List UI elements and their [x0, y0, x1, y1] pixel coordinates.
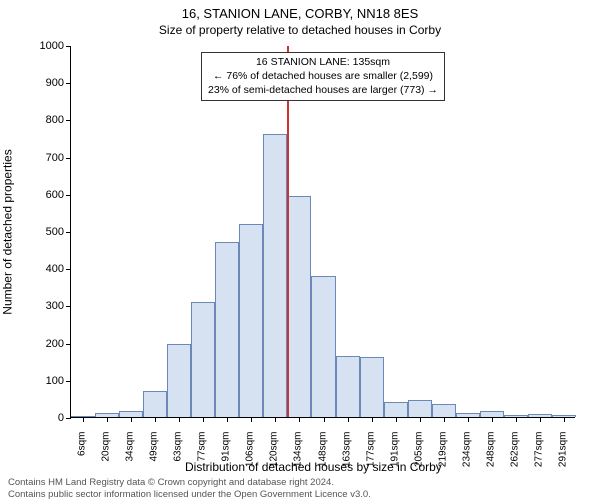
y-tick — [66, 269, 71, 270]
y-tick-label: 1000 — [40, 40, 64, 52]
x-tick-label: 148sqm — [317, 432, 328, 472]
y-tick-label: 400 — [46, 263, 64, 275]
y-tick — [66, 83, 71, 84]
x-tick — [251, 417, 252, 422]
y-tick — [66, 418, 71, 419]
x-tick — [516, 417, 517, 422]
y-tick-label: 700 — [46, 152, 64, 164]
y-tick-label: 300 — [46, 300, 64, 312]
x-tick — [203, 417, 204, 422]
y-tick — [66, 120, 71, 121]
x-tick — [324, 417, 325, 422]
chart-container: 16, STANION LANE, CORBY, NN18 8ES Size o… — [0, 0, 600, 500]
plot-area: 16 STANION LANE: 135sqm ← 76% of detache… — [70, 46, 575, 418]
x-tick-label: 163sqm — [341, 432, 352, 472]
bar — [215, 242, 239, 417]
x-tick-label: 6sqm — [77, 432, 88, 472]
x-tick — [396, 417, 397, 422]
x-tick-label: 49sqm — [149, 432, 160, 472]
x-tick-label: 262sqm — [509, 432, 520, 472]
bar — [311, 276, 335, 417]
y-tick — [66, 306, 71, 307]
x-tick — [299, 417, 300, 422]
x-tick-label: 191sqm — [389, 432, 400, 472]
chart-title: 16, STANION LANE, CORBY, NN18 8ES — [0, 0, 600, 21]
x-tick-label: 63sqm — [173, 432, 184, 472]
chart-subtitle: Size of property relative to detached ho… — [0, 21, 600, 41]
y-tick-label: 900 — [46, 77, 64, 89]
y-tick-label: 100 — [46, 375, 64, 387]
y-tick-label: 800 — [46, 114, 64, 126]
x-tick — [107, 417, 108, 422]
x-tick-label: 277sqm — [533, 432, 544, 472]
y-axis-label: Number of detached properties — [1, 149, 15, 314]
annotation-line-1: 16 STANION LANE: 135sqm — [208, 55, 438, 69]
y-tick — [66, 158, 71, 159]
bar — [239, 224, 263, 417]
x-tick — [420, 417, 421, 422]
footer: Contains HM Land Registry data © Crown c… — [8, 477, 371, 502]
x-tick — [444, 417, 445, 422]
bar — [143, 391, 167, 417]
bar — [167, 344, 191, 417]
y-tick-label: 600 — [46, 189, 64, 201]
x-tick-label: 205sqm — [413, 432, 424, 472]
y-tick-label: 0 — [58, 412, 64, 424]
bar — [191, 302, 215, 417]
bar — [360, 357, 384, 417]
x-tick — [155, 417, 156, 422]
bar — [263, 134, 287, 417]
y-tick — [66, 195, 71, 196]
x-tick — [468, 417, 469, 422]
x-tick — [492, 417, 493, 422]
x-tick — [179, 417, 180, 422]
x-tick-label: 34sqm — [125, 432, 136, 472]
x-tick — [83, 417, 84, 422]
x-tick — [540, 417, 541, 422]
x-tick-label: 177sqm — [365, 432, 376, 472]
y-tick — [66, 381, 71, 382]
bar — [336, 356, 360, 417]
x-tick-label: 120sqm — [269, 432, 280, 472]
y-tick-label: 200 — [46, 338, 64, 350]
y-tick — [66, 46, 71, 47]
x-tick-label: 219sqm — [437, 432, 448, 472]
x-tick-label: 248sqm — [485, 432, 496, 472]
x-tick-label: 134sqm — [293, 432, 304, 472]
x-tick — [227, 417, 228, 422]
y-tick — [66, 232, 71, 233]
x-tick-label: 77sqm — [197, 432, 208, 472]
y-tick-label: 500 — [46, 226, 64, 238]
x-tick — [348, 417, 349, 422]
bar — [408, 400, 432, 417]
x-tick — [275, 417, 276, 422]
annotation-box: 16 STANION LANE: 135sqm ← 76% of detache… — [201, 52, 445, 101]
reference-line — [287, 46, 289, 417]
bar — [384, 402, 408, 417]
bar — [432, 404, 456, 417]
bar — [287, 196, 311, 417]
y-tick — [66, 344, 71, 345]
x-tick-label: 291sqm — [557, 432, 568, 472]
x-tick-label: 234sqm — [461, 432, 472, 472]
x-tick — [372, 417, 373, 422]
x-tick-label: 20sqm — [101, 432, 112, 472]
footer-line-1: Contains HM Land Registry data © Crown c… — [8, 477, 371, 489]
x-tick — [564, 417, 565, 422]
annotation-line-2: ← 76% of detached houses are smaller (2,… — [208, 69, 438, 83]
x-tick — [131, 417, 132, 422]
annotation-line-3: 23% of semi-detached houses are larger (… — [208, 83, 438, 97]
x-tick-label: 106sqm — [245, 432, 256, 472]
x-tick-label: 91sqm — [221, 432, 232, 472]
